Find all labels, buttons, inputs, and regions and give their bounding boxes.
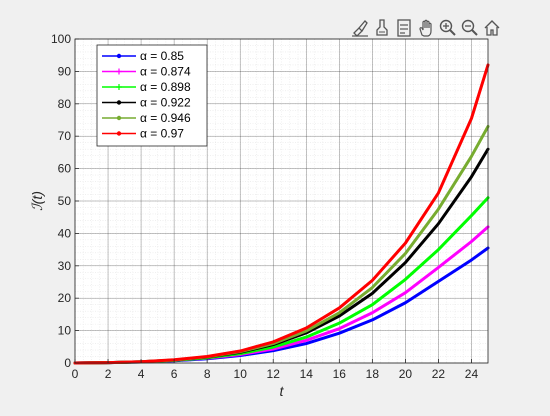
legend-icon[interactable]: [394, 18, 414, 38]
y-tick-label: 10: [58, 324, 72, 338]
legend-entry-3[interactable]: α = 0.898: [102, 80, 191, 94]
x-tick-label: 14: [300, 367, 314, 381]
data-tips-icon[interactable]: [372, 18, 392, 38]
y-tick-label: 50: [58, 194, 72, 208]
y-tick-label: 80: [58, 97, 72, 111]
legend-entry-1[interactable]: α = 0.85: [102, 49, 184, 63]
series-line-6: [73, 63, 490, 365]
x-tick-label: 8: [204, 367, 211, 381]
legend-entry-2[interactable]: α = 0.874: [102, 65, 191, 79]
series-layer: [73, 63, 490, 365]
x-axis-label: t: [280, 383, 285, 399]
x-tick-label: 10: [234, 367, 248, 381]
x-tick-label: 18: [366, 367, 380, 381]
y-tick-label: 90: [58, 64, 72, 78]
home-icon[interactable]: [482, 18, 502, 38]
legend-label: α = 0.874: [140, 65, 191, 79]
x-tick-label: 0: [72, 367, 79, 381]
legend-label: α = 0.85: [140, 49, 184, 63]
x-tick-label: 6: [171, 367, 178, 381]
legend-box: [96, 44, 208, 147]
y-axis: 0 10 20 30 40 50 60 70 80 90 100: [51, 32, 79, 370]
y-tick-label: 100: [51, 32, 71, 46]
pan-hand-icon[interactable]: [416, 18, 436, 38]
legend-entry-6[interactable]: α = 0.97: [102, 127, 184, 141]
legend-label: α = 0.898: [140, 80, 191, 94]
brush-icon[interactable]: [350, 18, 370, 38]
y-tick-label: 60: [58, 162, 72, 176]
legend-label: α = 0.922: [140, 96, 191, 110]
x-tick-label: 2: [105, 367, 112, 381]
legend-label: α = 0.946: [140, 111, 191, 125]
y-axis-label: ℐ(t): [29, 191, 45, 211]
zoom-in-icon[interactable]: [438, 18, 458, 38]
x-tick-label: 16: [333, 367, 347, 381]
zoom-out-icon[interactable]: [460, 18, 480, 38]
y-tick-label: 0: [64, 356, 71, 370]
x-tick-label: 4: [138, 367, 145, 381]
x-tick-label: 12: [267, 367, 281, 381]
y-tick-label: 20: [58, 291, 72, 305]
y-tick-label: 30: [58, 259, 72, 273]
x-tick-label: 20: [399, 367, 413, 381]
legend-entry-4[interactable]: α = 0.922: [102, 96, 191, 110]
x-tick-label: 24: [465, 367, 479, 381]
legend-entry-5[interactable]: α = 0.946: [102, 111, 191, 125]
axes-toolbar: [350, 18, 502, 38]
y-tick-label: 70: [58, 129, 72, 143]
x-tick-label: 22: [432, 367, 446, 381]
y-tick-label: 40: [58, 226, 72, 240]
x-axis: 0 2 4 6 8 10 12 14 16 18 20 22 24: [72, 359, 479, 381]
legend-label: α = 0.97: [140, 127, 184, 141]
